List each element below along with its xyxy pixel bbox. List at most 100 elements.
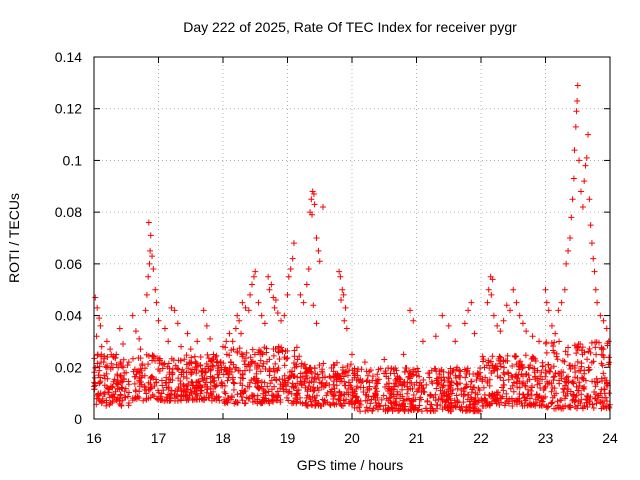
data-point bbox=[409, 397, 416, 404]
data-point bbox=[380, 392, 387, 399]
data-point bbox=[601, 390, 608, 397]
data-point bbox=[485, 286, 492, 293]
data-point bbox=[453, 366, 460, 373]
data-point bbox=[408, 406, 415, 413]
data-point bbox=[125, 389, 132, 396]
data-point bbox=[152, 286, 159, 293]
data-point bbox=[578, 391, 585, 398]
data-point bbox=[275, 343, 282, 350]
data-point bbox=[404, 390, 411, 397]
data-point bbox=[476, 387, 483, 394]
data-point bbox=[500, 317, 507, 324]
data-point bbox=[561, 286, 568, 293]
data-point bbox=[429, 380, 436, 387]
data-point bbox=[342, 369, 349, 376]
data-point bbox=[281, 362, 288, 369]
data-point bbox=[181, 356, 188, 363]
data-point bbox=[193, 366, 200, 373]
data-point bbox=[262, 389, 269, 396]
data-point bbox=[221, 366, 228, 373]
data-point bbox=[178, 392, 185, 399]
data-point bbox=[96, 380, 103, 387]
data-point bbox=[251, 351, 258, 358]
y-tick-label: 0.04 bbox=[55, 308, 82, 324]
data-point bbox=[344, 362, 351, 369]
data-point bbox=[576, 379, 583, 386]
data-point bbox=[359, 378, 366, 385]
data-point bbox=[313, 235, 320, 241]
data-point bbox=[291, 353, 298, 360]
data-point bbox=[310, 302, 317, 309]
data-point bbox=[357, 408, 364, 415]
data-point bbox=[250, 273, 257, 280]
data-point bbox=[390, 366, 397, 373]
data-point bbox=[383, 395, 390, 402]
data-point bbox=[249, 399, 256, 406]
data-point bbox=[333, 359, 340, 366]
data-point bbox=[250, 392, 257, 399]
data-point bbox=[559, 385, 566, 392]
data-point bbox=[482, 374, 489, 381]
data-point bbox=[400, 351, 407, 358]
data-point bbox=[534, 399, 541, 406]
data-point bbox=[447, 365, 454, 372]
data-point bbox=[320, 360, 327, 367]
data-point bbox=[109, 398, 116, 405]
data-point bbox=[254, 378, 261, 385]
data-point bbox=[575, 402, 582, 409]
data-point bbox=[101, 372, 108, 379]
data-point bbox=[254, 364, 261, 371]
data-point bbox=[288, 390, 295, 397]
data-point bbox=[140, 397, 147, 404]
data-point bbox=[527, 400, 534, 407]
data-point bbox=[336, 395, 343, 402]
data-point bbox=[272, 297, 279, 304]
data-point bbox=[553, 390, 560, 397]
data-point bbox=[581, 178, 588, 185]
data-point bbox=[252, 268, 259, 275]
data-point bbox=[280, 386, 287, 393]
data-point bbox=[136, 335, 143, 342]
data-point bbox=[311, 364, 318, 371]
data-point bbox=[434, 401, 441, 408]
data-point bbox=[446, 382, 453, 389]
data-point bbox=[207, 373, 214, 380]
data-point bbox=[198, 369, 205, 376]
data-point bbox=[266, 356, 273, 363]
data-point bbox=[211, 377, 218, 384]
data-point bbox=[601, 385, 608, 392]
data-point bbox=[440, 382, 447, 389]
data-point bbox=[239, 299, 246, 306]
data-point bbox=[450, 367, 457, 374]
data-point bbox=[270, 398, 277, 405]
data-point bbox=[167, 395, 174, 402]
data-point bbox=[261, 320, 268, 327]
data-point bbox=[407, 370, 414, 377]
data-point bbox=[147, 394, 154, 401]
data-point bbox=[248, 359, 255, 366]
data-point bbox=[534, 381, 541, 388]
data-point bbox=[319, 203, 326, 210]
data-point bbox=[132, 328, 139, 335]
data-point bbox=[366, 405, 373, 412]
data-point bbox=[168, 387, 175, 394]
data-point bbox=[525, 386, 532, 393]
data-point bbox=[539, 376, 546, 383]
data-point bbox=[193, 384, 200, 391]
data-point bbox=[278, 317, 285, 324]
data-point bbox=[294, 374, 301, 381]
data-point bbox=[131, 395, 138, 402]
data-point bbox=[310, 191, 317, 198]
data-point bbox=[452, 402, 459, 409]
data-point bbox=[432, 365, 439, 372]
data-point bbox=[392, 398, 399, 405]
data-point bbox=[241, 400, 248, 407]
data-point bbox=[146, 260, 153, 267]
data-point bbox=[242, 304, 249, 311]
data-point bbox=[347, 361, 354, 368]
data-point bbox=[414, 365, 421, 372]
data-point bbox=[476, 369, 483, 376]
y-tick-label: 0.02 bbox=[55, 359, 82, 375]
data-point bbox=[513, 353, 520, 360]
data-point bbox=[194, 396, 201, 403]
